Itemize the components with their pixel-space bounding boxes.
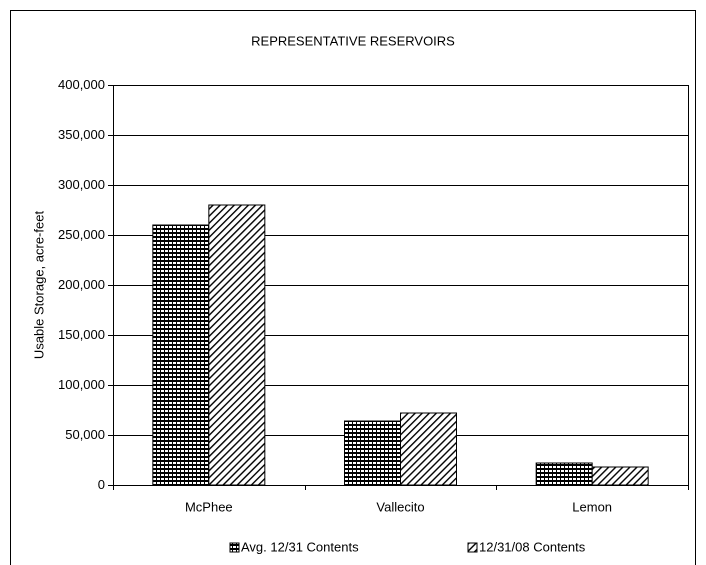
y-tick-label: 200,000 [58,277,105,292]
y-tick-label: 400,000 [58,77,105,92]
chart-title: REPRESENTATIVE RESERVOIRS [251,33,455,48]
y-tick-label: 250,000 [58,227,105,242]
legend-swatch [229,542,240,553]
bar [208,204,266,486]
x-tick-label: Lemon [572,499,612,514]
x-tick-label: McPhee [185,499,233,514]
legend-label: 12/31/08 Contents [479,539,586,554]
legend-label: Avg. 12/31 Contents [241,539,359,554]
bar [344,420,401,486]
bar [152,224,210,486]
y-tick-label: 50,000 [65,427,105,442]
y-axis-label: Usable Storage, acre-feet [31,211,46,360]
y-tick-label: 150,000 [58,327,105,342]
bar [535,462,593,486]
bar [591,466,649,486]
y-tick-label: 300,000 [58,177,105,192]
chart-border [10,10,696,565]
bar [400,412,457,486]
x-tick-label: Vallecito [376,499,424,514]
legend-swatch [467,542,478,553]
y-tick-label: 350,000 [58,127,105,142]
y-tick-label: 100,000 [58,377,105,392]
y-tick-label: 0 [98,477,105,492]
